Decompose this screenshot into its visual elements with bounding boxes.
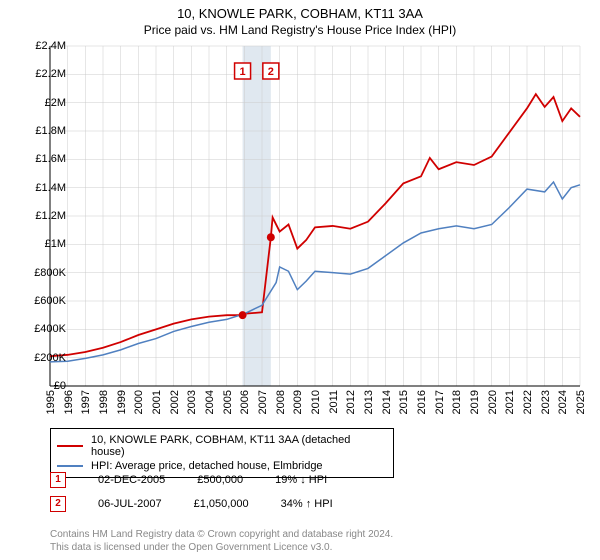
- y-axis-label: £2.4M: [35, 40, 66, 52]
- x-axis-label: 2023: [540, 390, 552, 414]
- legend-item: HPI: Average price, detached house, Elmb…: [57, 459, 387, 473]
- x-axis-label: 2012: [345, 390, 357, 414]
- legend-swatch: [57, 465, 83, 467]
- x-axis-label: 2013: [363, 390, 375, 414]
- legend-label: 10, KNOWLE PARK, COBHAM, KT11 3AA (detac…: [91, 434, 387, 458]
- transaction-delta: 34% ↑ HPI: [281, 498, 333, 510]
- x-axis-label: 2008: [275, 390, 287, 414]
- y-axis-label: £800K: [34, 267, 66, 279]
- x-axis-label: 2004: [204, 390, 216, 414]
- x-axis-label: 2009: [292, 390, 304, 414]
- transaction-delta: 19% ↓ HPI: [275, 474, 327, 486]
- x-axis-label: 2022: [522, 390, 534, 414]
- x-axis-label: 2016: [416, 390, 428, 414]
- page-title: 10, KNOWLE PARK, COBHAM, KT11 3AA: [0, 0, 600, 21]
- price-chart: 12: [50, 46, 580, 386]
- y-axis-label: £1.4M: [35, 182, 66, 194]
- x-axis-label: 1997: [80, 390, 92, 414]
- x-axis-label: 2010: [310, 390, 322, 414]
- transaction-price: £500,000: [197, 474, 243, 486]
- y-axis-label: £1M: [45, 238, 66, 250]
- legend-label: HPI: Average price, detached house, Elmb…: [91, 460, 323, 472]
- y-axis-label: £400K: [34, 323, 66, 335]
- x-axis-label: 1999: [116, 390, 128, 414]
- y-axis-label: £200K: [34, 352, 66, 364]
- transaction-date: 06-JUL-2007: [98, 498, 162, 510]
- y-axis-label: £1.8M: [35, 125, 66, 137]
- x-axis-label: 2019: [469, 390, 481, 414]
- transaction-price: £1,050,000: [194, 498, 249, 510]
- x-axis-label: 1998: [98, 390, 110, 414]
- y-axis-label: £2M: [45, 97, 66, 109]
- x-axis-label: 2020: [487, 390, 499, 414]
- x-axis-label: 2000: [133, 390, 145, 414]
- legend-swatch: [57, 445, 83, 447]
- x-axis-label: 1996: [63, 390, 75, 414]
- page-subtitle: Price paid vs. HM Land Registry's House …: [0, 21, 600, 37]
- svg-text:2: 2: [268, 66, 274, 78]
- x-axis-label: 2001: [151, 390, 163, 414]
- svg-text:1: 1: [240, 66, 246, 78]
- y-axis-label: £2.2M: [35, 68, 66, 80]
- x-axis-label: 2002: [169, 390, 181, 414]
- x-axis-label: 2015: [398, 390, 410, 414]
- legend-item: 10, KNOWLE PARK, COBHAM, KT11 3AA (detac…: [57, 433, 387, 459]
- transaction-row: 1 02-DEC-2005 £500,000 19% ↓ HPI: [50, 472, 327, 488]
- y-axis-label: £600K: [34, 295, 66, 307]
- x-axis-label: 1995: [45, 390, 57, 414]
- x-axis-label: 2005: [222, 390, 234, 414]
- x-axis-label: 2006: [239, 390, 251, 414]
- y-axis-label: £1.6M: [35, 153, 66, 165]
- x-axis-label: 2003: [186, 390, 198, 414]
- marker-badge: 1: [50, 472, 66, 488]
- x-axis-label: 2017: [434, 390, 446, 414]
- legend: 10, KNOWLE PARK, COBHAM, KT11 3AA (detac…: [50, 428, 394, 478]
- y-axis-label: £1.2M: [35, 210, 66, 222]
- marker-badge: 2: [50, 496, 66, 512]
- x-axis-label: 2024: [557, 390, 569, 414]
- transaction-date: 02-DEC-2005: [98, 474, 165, 486]
- x-axis-label: 2018: [451, 390, 463, 414]
- x-axis-label: 2025: [575, 390, 587, 414]
- x-axis-label: 2007: [257, 390, 269, 414]
- x-axis-label: 2014: [381, 390, 393, 414]
- x-axis-label: 2011: [328, 390, 340, 414]
- x-axis-label: 2021: [504, 390, 516, 414]
- transaction-row: 2 06-JUL-2007 £1,050,000 34% ↑ HPI: [50, 496, 333, 512]
- footer-attribution: Contains HM Land Registry data © Crown c…: [50, 528, 393, 554]
